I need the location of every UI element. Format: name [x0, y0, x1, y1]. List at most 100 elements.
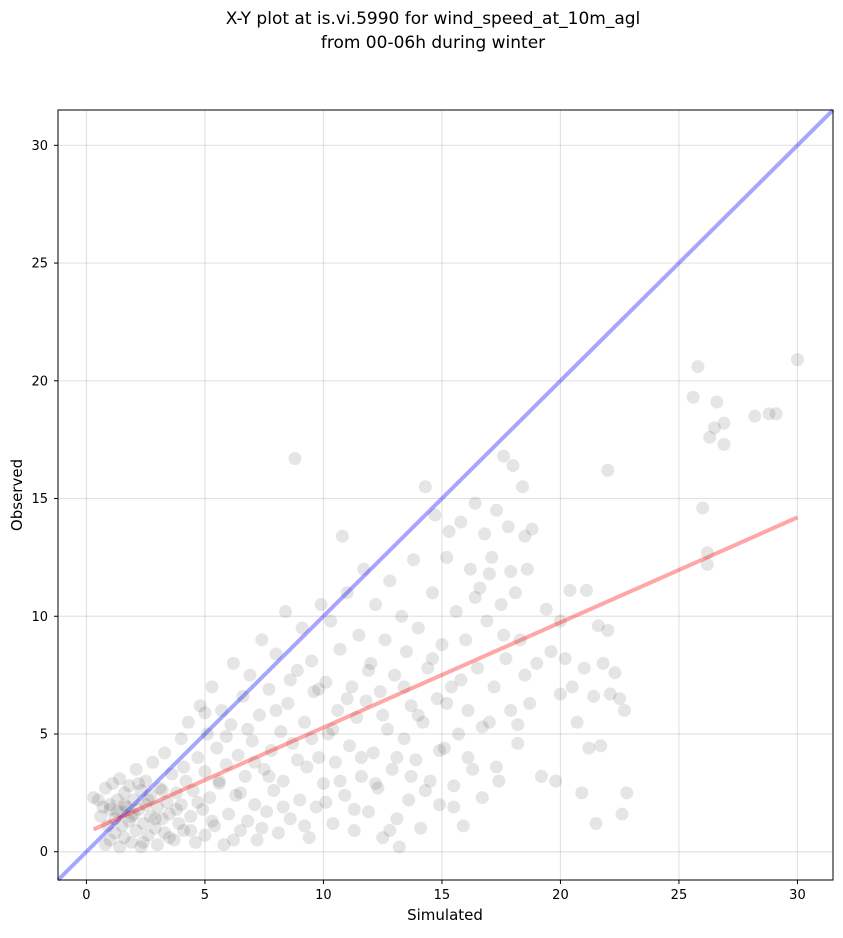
data-point: [587, 689, 601, 703]
data-point: [418, 784, 432, 798]
data-point: [442, 524, 456, 538]
data-point: [501, 520, 515, 534]
x-tick-label: 20: [552, 888, 569, 903]
data-point: [312, 751, 326, 765]
data-point: [143, 809, 157, 823]
data-point: [305, 732, 319, 746]
data-point: [233, 786, 247, 800]
data-point: [241, 814, 255, 828]
data-point: [103, 798, 117, 812]
data-point: [226, 833, 240, 847]
data-point: [307, 685, 321, 699]
data-point: [430, 692, 444, 706]
data-point: [151, 838, 165, 852]
data-point: [433, 798, 447, 812]
data-point: [184, 809, 198, 823]
data-point: [487, 680, 501, 694]
data-point: [141, 793, 155, 807]
data-point: [132, 802, 146, 816]
data-point: [620, 786, 634, 800]
data-point: [700, 546, 714, 560]
data-point: [181, 715, 195, 729]
data-point: [790, 353, 804, 367]
data-point: [333, 642, 347, 656]
data-point: [139, 798, 153, 812]
data-point: [463, 562, 477, 576]
data-point: [146, 755, 160, 769]
data-point: [452, 727, 466, 741]
data-point: [700, 557, 714, 571]
data-point: [392, 840, 406, 854]
data-point: [475, 791, 489, 805]
data-point: [174, 798, 188, 812]
data-point: [231, 748, 245, 762]
data-point: [98, 781, 112, 795]
data-point: [101, 819, 115, 833]
data-point: [347, 824, 361, 838]
data-point: [558, 652, 572, 666]
data-point: [269, 647, 283, 661]
data-point: [106, 776, 120, 790]
data-point: [267, 784, 281, 798]
data-point: [120, 800, 134, 814]
one-to-one-line: [56, 108, 835, 882]
data-point: [340, 692, 354, 706]
data-point: [459, 633, 473, 647]
data-point: [366, 746, 380, 760]
data-point: [188, 835, 202, 849]
data-point: [388, 668, 402, 682]
data-point: [608, 666, 622, 680]
data-point: [279, 605, 293, 619]
data-point: [248, 755, 262, 769]
data-point: [229, 788, 243, 802]
data-point: [402, 793, 416, 807]
data-point: [371, 781, 385, 795]
data-point: [205, 814, 219, 828]
data-point: [717, 437, 731, 451]
data-point: [198, 706, 212, 720]
data-point: [544, 645, 558, 659]
data-point: [276, 774, 290, 788]
data-point: [108, 812, 122, 826]
data-point: [286, 736, 300, 750]
data-point: [117, 798, 131, 812]
data-point: [691, 360, 705, 374]
data-point: [177, 760, 191, 774]
y-tick-label: 25: [31, 257, 48, 272]
data-point: [155, 784, 169, 798]
data-point: [423, 774, 437, 788]
data-point: [518, 529, 532, 543]
data-point: [591, 619, 605, 633]
data-point: [575, 786, 589, 800]
data-point: [136, 835, 150, 849]
data-point: [132, 776, 146, 790]
data-point: [563, 583, 577, 597]
data-point: [378, 633, 392, 647]
data-point: [134, 784, 148, 798]
data-point: [193, 699, 207, 713]
data-point: [134, 840, 148, 854]
x-tick-label: 15: [434, 888, 451, 903]
data-point: [440, 550, 454, 564]
data-point: [233, 824, 247, 838]
data-point: [115, 819, 129, 833]
data-point: [369, 776, 383, 790]
data-point: [184, 824, 198, 838]
data-point: [414, 821, 428, 835]
data-point: [518, 668, 532, 682]
data-point: [148, 821, 162, 835]
data-point: [480, 614, 494, 628]
data-point: [577, 661, 591, 675]
data-point: [343, 739, 357, 753]
data-point: [416, 715, 430, 729]
data-point: [122, 814, 136, 828]
data-point: [319, 675, 333, 689]
data-point: [309, 800, 323, 814]
data-point: [485, 550, 499, 564]
data-point: [511, 736, 525, 750]
data-point: [264, 743, 278, 757]
data-point: [108, 826, 122, 840]
data-point: [94, 809, 108, 823]
data-point: [226, 656, 240, 670]
